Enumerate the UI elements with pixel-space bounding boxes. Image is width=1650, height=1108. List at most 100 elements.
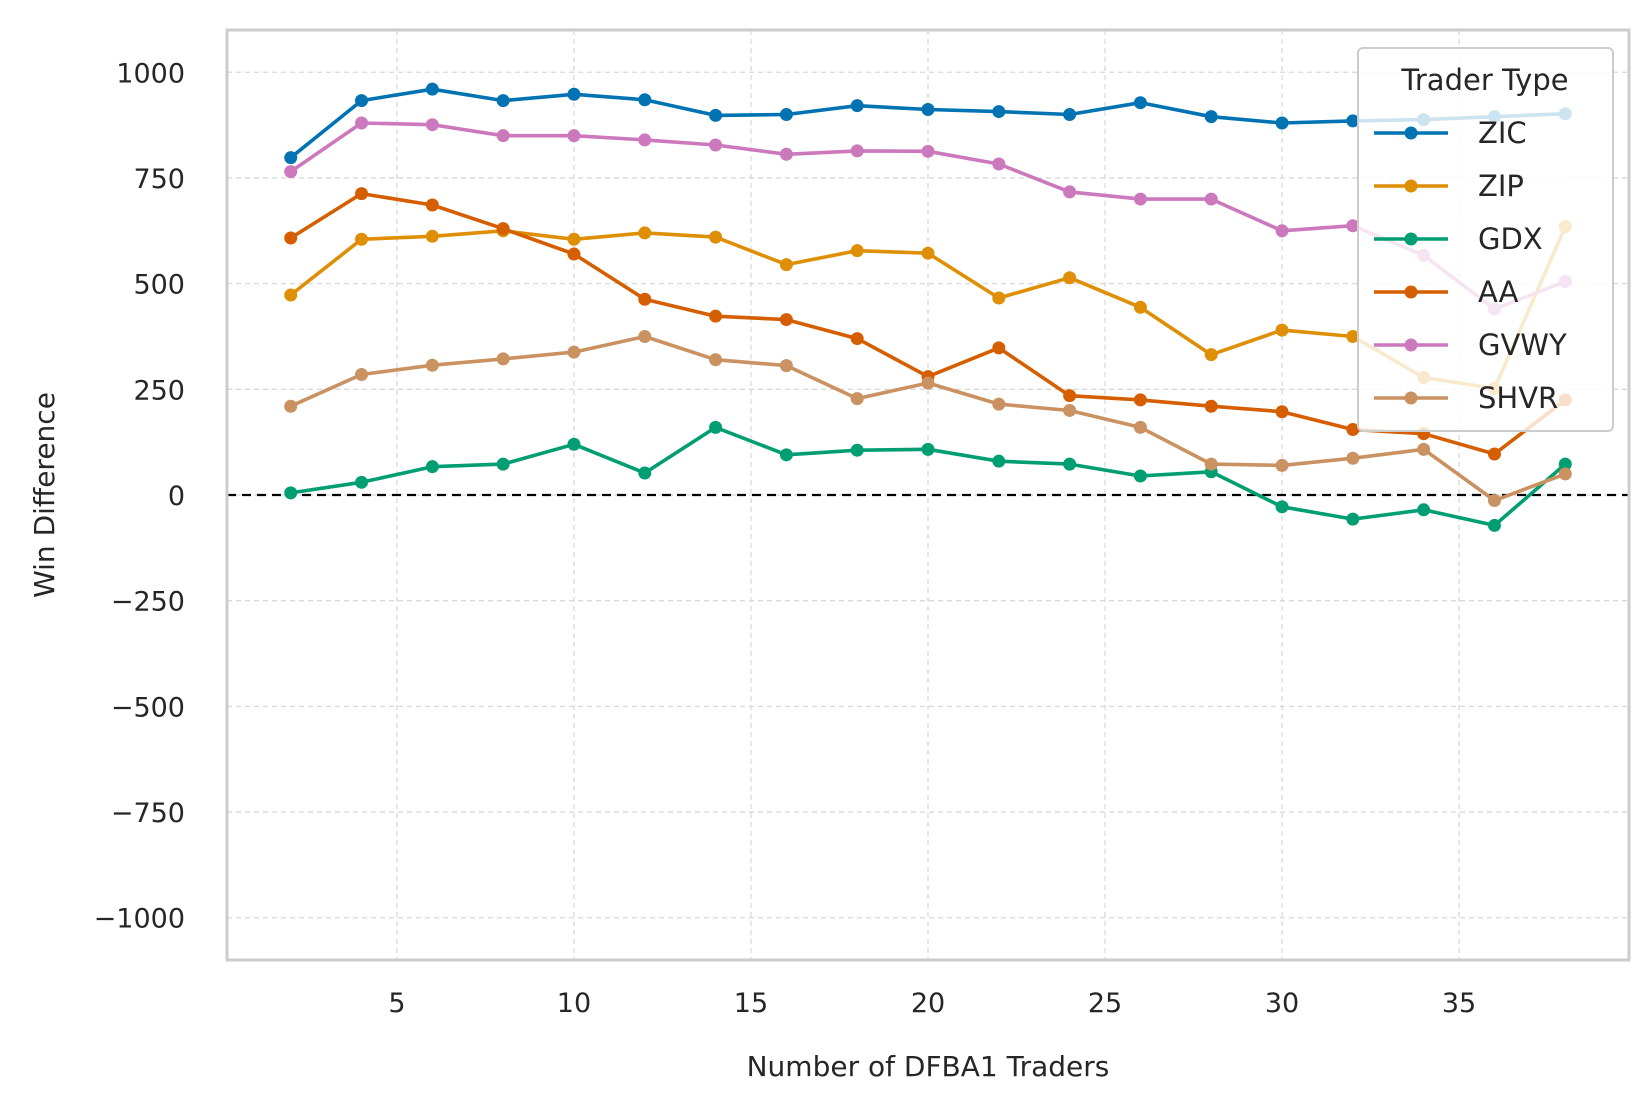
data-point-gdx xyxy=(779,448,793,462)
data-point-gvwy xyxy=(921,144,935,158)
data-point-shvr xyxy=(567,345,581,359)
data-point-gdx xyxy=(496,457,510,471)
data-point-gvwy xyxy=(1346,219,1360,233)
data-point-zip xyxy=(1063,271,1077,285)
data-point-zic xyxy=(284,151,298,165)
data-point-gdx xyxy=(425,460,439,474)
data-point-gdx xyxy=(921,442,935,456)
legend: Trader Type ZIC ZIP GDX AA GVWY SHVR xyxy=(1357,47,1614,432)
data-point-zic xyxy=(355,94,369,108)
data-point-zip xyxy=(1133,300,1147,314)
data-point-zic xyxy=(1063,108,1077,122)
data-point-shvr xyxy=(1417,442,1431,456)
data-point-shvr xyxy=(1204,457,1218,471)
data-point-zic xyxy=(425,82,439,96)
legend-swatch-marker xyxy=(1404,126,1418,140)
legend-swatch-marker xyxy=(1404,285,1418,299)
data-point-aa xyxy=(1204,399,1218,413)
legend-label: SHVR xyxy=(1478,381,1558,415)
series-shvr xyxy=(284,329,1572,507)
data-point-gvwy xyxy=(567,129,581,143)
data-point-gdx xyxy=(638,466,652,480)
data-point-aa xyxy=(425,198,439,212)
data-point-zip xyxy=(638,226,652,240)
data-point-zip xyxy=(921,246,935,260)
data-point-zic xyxy=(1275,116,1289,130)
data-point-gdx xyxy=(709,420,723,434)
x-tick-label: 35 xyxy=(1442,988,1476,1019)
data-point-zip xyxy=(1204,348,1218,362)
series-gdx xyxy=(284,420,1572,532)
legend-label: ZIC xyxy=(1478,116,1527,150)
data-point-zic xyxy=(850,99,864,113)
data-point-zic xyxy=(567,87,581,101)
data-point-zip xyxy=(284,288,298,302)
x-axis-ticks: 5 10 15 20 25 30 35 xyxy=(388,988,1476,1019)
data-point-gdx xyxy=(355,475,369,489)
y-tick-label: 250 xyxy=(133,375,185,406)
x-tick-label: 30 xyxy=(1265,988,1299,1019)
data-point-gdx xyxy=(1346,512,1360,526)
data-point-zic xyxy=(1133,96,1147,110)
legend-items: ZIC ZIP GDX AA GVWY SHVR xyxy=(1374,116,1567,415)
data-point-gvwy xyxy=(638,133,652,147)
legend-title: Trader Type xyxy=(1400,63,1568,97)
data-point-shvr xyxy=(779,359,793,373)
legend-swatch-marker xyxy=(1404,391,1418,405)
data-point-shvr xyxy=(850,392,864,406)
data-point-shvr xyxy=(1275,458,1289,472)
data-point-zic xyxy=(1346,114,1360,128)
data-point-zip xyxy=(1275,323,1289,337)
data-point-gdx xyxy=(1558,457,1572,471)
legend-label: AA xyxy=(1478,275,1519,309)
data-point-zic xyxy=(992,105,1006,119)
data-point-shvr xyxy=(1063,403,1077,417)
data-point-gvwy xyxy=(850,144,864,158)
data-point-gdx xyxy=(1417,503,1431,517)
data-point-aa xyxy=(638,292,652,306)
data-point-zip xyxy=(355,232,369,246)
data-point-gvwy xyxy=(1063,185,1077,199)
data-point-aa xyxy=(1487,447,1501,461)
data-point-shvr xyxy=(992,397,1006,411)
y-tick-label: −500 xyxy=(111,692,185,723)
data-point-aa xyxy=(1346,422,1360,436)
data-point-zic xyxy=(1204,110,1218,124)
legend-label: ZIP xyxy=(1478,169,1524,203)
plot-frame xyxy=(225,28,1631,962)
data-point-shvr xyxy=(638,329,652,343)
y-tick-label: −1000 xyxy=(94,904,185,935)
data-point-shvr xyxy=(1487,493,1501,507)
data-point-aa xyxy=(355,187,369,201)
data-point-zic xyxy=(921,102,935,116)
data-point-gvwy xyxy=(709,138,723,152)
data-point-gvwy xyxy=(355,116,369,130)
legend-box xyxy=(1357,47,1614,432)
data-point-aa xyxy=(1275,405,1289,419)
data-point-shvr xyxy=(355,368,369,382)
x-tick-label: 15 xyxy=(734,988,768,1019)
data-point-gdx xyxy=(1063,457,1077,471)
data-point-aa xyxy=(567,247,581,261)
data-point-gdx xyxy=(1133,469,1147,483)
data-point-gdx xyxy=(1275,500,1289,514)
legend-swatch-marker xyxy=(1404,232,1418,246)
data-point-shvr xyxy=(709,353,723,367)
legend-swatch-marker xyxy=(1404,179,1418,193)
data-point-zic xyxy=(638,93,652,107)
y-tick-label: 500 xyxy=(133,270,185,301)
data-point-shvr xyxy=(425,358,439,372)
data-point-aa xyxy=(709,309,723,323)
data-point-zip xyxy=(425,229,439,243)
data-point-zip xyxy=(992,291,1006,305)
legend-label: GDX xyxy=(1478,222,1543,256)
data-point-zip xyxy=(779,258,793,272)
x-axis-label: Number of DFBA1 Traders xyxy=(747,1050,1110,1083)
data-point-gvwy xyxy=(1133,192,1147,206)
data-point-gdx xyxy=(992,454,1006,468)
data-point-aa xyxy=(992,341,1006,355)
data-point-zic xyxy=(779,108,793,122)
legend-swatch-marker xyxy=(1404,338,1418,352)
data-point-zip xyxy=(567,232,581,246)
